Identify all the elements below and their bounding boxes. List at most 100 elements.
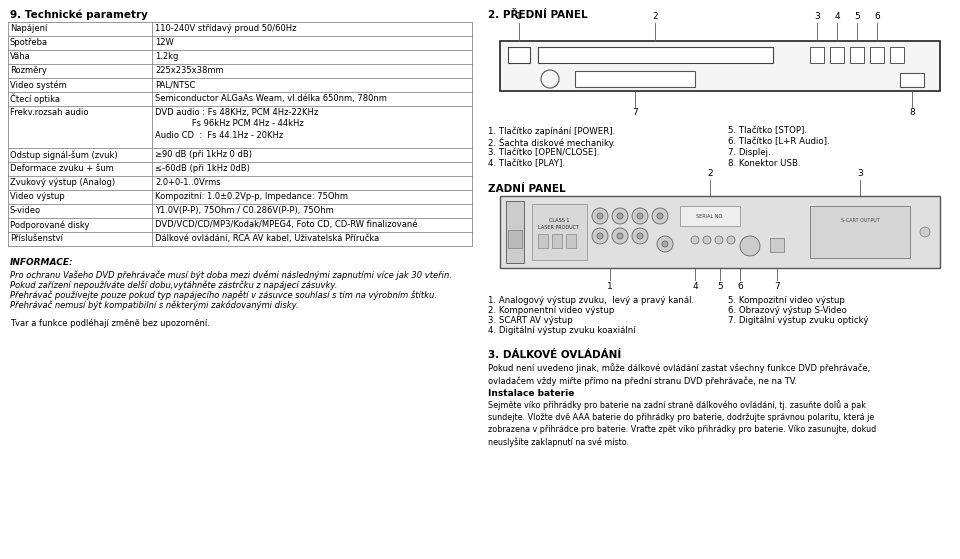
FancyBboxPatch shape (538, 234, 548, 248)
FancyBboxPatch shape (506, 201, 524, 263)
FancyBboxPatch shape (552, 234, 562, 248)
FancyBboxPatch shape (870, 47, 884, 63)
Text: Podporované disky: Podporované disky (10, 220, 89, 230)
Text: DVD/VCD/CD/MP3/Kodak/MPEG4, Foto CD, CD-RW finalizované: DVD/VCD/CD/MP3/Kodak/MPEG4, Foto CD, CD-… (155, 220, 418, 229)
Text: 1: 1 (607, 282, 612, 291)
Text: Přehrávač používejte pouze pokud typ napájecího napětí v zásuvce souhlasí s tím : Přehrávač používejte pouze pokud typ nap… (10, 290, 437, 300)
FancyBboxPatch shape (532, 204, 587, 260)
Text: 2: 2 (652, 12, 658, 21)
Circle shape (715, 236, 723, 244)
FancyBboxPatch shape (810, 47, 824, 63)
FancyBboxPatch shape (575, 71, 695, 87)
Circle shape (612, 228, 628, 244)
Text: 4: 4 (692, 282, 698, 291)
Text: Spotřeba: Spotřeba (10, 38, 48, 47)
FancyBboxPatch shape (500, 196, 940, 268)
Text: 1. Tlačítko zapínání [POWER].: 1. Tlačítko zapínání [POWER]. (488, 126, 615, 135)
Text: 6: 6 (875, 12, 880, 21)
Text: Instalace baterie: Instalace baterie (488, 389, 574, 398)
Text: 3. DÁLKOVÉ OVLÁDÁNÍ: 3. DÁLKOVÉ OVLÁDÁNÍ (488, 350, 621, 360)
Text: 7: 7 (632, 108, 637, 117)
Text: Semiconductor ALGaAs Weam, vl.délka 650nm, 780nm: Semiconductor ALGaAs Weam, vl.délka 650n… (155, 94, 387, 103)
Text: Čtecí optika: Čtecí optika (10, 94, 60, 105)
Circle shape (662, 241, 668, 247)
Text: Příslušenství: Příslušenství (10, 234, 63, 243)
Text: 3: 3 (814, 12, 820, 21)
Text: 12W: 12W (155, 38, 174, 47)
Text: Sejměte víko přihrádky pro baterie na zadní straně dálkového ovládání, tj. zasuň: Sejměte víko přihrádky pro baterie na za… (488, 400, 876, 447)
FancyBboxPatch shape (770, 238, 784, 252)
Circle shape (597, 213, 603, 219)
Text: Odstup signál-šum (zvuk): Odstup signál-šum (zvuk) (10, 150, 118, 159)
Text: 7: 7 (774, 282, 780, 291)
FancyBboxPatch shape (500, 41, 940, 91)
Text: Video výstup: Video výstup (10, 192, 64, 201)
Text: CLASS 1
LASER PRODUCT: CLASS 1 LASER PRODUCT (539, 219, 580, 230)
Text: 2. Šachta diskové mechaniky.: 2. Šachta diskové mechaniky. (488, 137, 615, 148)
Text: 6. Obrazový výstup S-Video: 6. Obrazový výstup S-Video (728, 306, 847, 315)
Circle shape (727, 236, 735, 244)
Text: 225x235x38mm: 225x235x38mm (155, 66, 224, 75)
Text: ≤-60dB (při 1kHz 0dB): ≤-60dB (při 1kHz 0dB) (155, 164, 250, 173)
Text: 4. Tlačítko [PLAY].: 4. Tlačítko [PLAY]. (488, 159, 565, 168)
Text: 7. Digitální výstup zvuku optický: 7. Digitální výstup zvuku optický (728, 316, 869, 325)
Text: Video systém: Video systém (10, 80, 67, 89)
Circle shape (657, 213, 663, 219)
FancyBboxPatch shape (508, 47, 530, 63)
Circle shape (740, 236, 760, 256)
Text: Napájení: Napájení (10, 24, 47, 33)
Text: Dálkové ovládání, RCA AV kabel, Uživatelská Příručka: Dálkové ovládání, RCA AV kabel, Uživatel… (155, 234, 379, 243)
Text: Y1.0V(P-P), 75Ohm / C0.286V(P-P), 75Ohm: Y1.0V(P-P), 75Ohm / C0.286V(P-P), 75Ohm (155, 206, 334, 215)
Circle shape (632, 208, 648, 224)
Circle shape (637, 213, 643, 219)
FancyBboxPatch shape (900, 73, 924, 87)
Circle shape (617, 233, 623, 239)
Circle shape (592, 228, 608, 244)
FancyBboxPatch shape (538, 47, 773, 63)
Circle shape (920, 227, 930, 237)
Text: ≥90 dB (při 1kHz 0 dB): ≥90 dB (při 1kHz 0 dB) (155, 150, 252, 159)
Text: Pokud není uvedeno jinak, může dálkové ovládání zastat všechny funkce DVD přehrá: Pokud není uvedeno jinak, může dálkové o… (488, 363, 871, 386)
Text: Přehrávač nemusí být kompatibilní s některými zakódovanými disky.: Přehrávač nemusí být kompatibilní s někt… (10, 300, 299, 310)
Text: S-video: S-video (10, 206, 41, 215)
Circle shape (691, 236, 699, 244)
Text: SERIAL NO.: SERIAL NO. (696, 214, 724, 219)
Text: 2. Komponentní video výstup: 2. Komponentní video výstup (488, 306, 614, 315)
Text: 3. Tlačítko [OPEN/CLOSE].: 3. Tlačítko [OPEN/CLOSE]. (488, 148, 599, 157)
Text: 4: 4 (834, 12, 840, 21)
Text: 8: 8 (909, 108, 915, 117)
Text: 2.0+0-1..0Vrms: 2.0+0-1..0Vrms (155, 178, 221, 187)
Text: 6: 6 (737, 282, 743, 291)
Text: Frekv.rozsah audio: Frekv.rozsah audio (10, 108, 88, 117)
Text: Deformace zvuku + šum: Deformace zvuku + šum (10, 164, 113, 173)
Text: 1: 1 (516, 12, 522, 21)
Text: 1. Analogový výstup zvuku,  levý a pravý kanál.: 1. Analogový výstup zvuku, levý a pravý … (488, 296, 694, 305)
FancyBboxPatch shape (850, 47, 864, 63)
Text: PAL/NTSC: PAL/NTSC (155, 80, 196, 89)
Circle shape (617, 213, 623, 219)
Circle shape (637, 233, 643, 239)
Text: 8. Konektor USB.: 8. Konektor USB. (728, 159, 801, 168)
Text: Váha: Váha (10, 52, 31, 61)
Text: Pro ochranu Vašeho DVD přehrávače musí být doba mezi dvěmi následnými zapnutími : Pro ochranu Vašeho DVD přehrávače musí b… (10, 270, 452, 280)
FancyBboxPatch shape (508, 230, 522, 248)
Text: 2: 2 (708, 169, 713, 178)
FancyBboxPatch shape (890, 47, 904, 63)
Text: 5. Kompozitní video výstup: 5. Kompozitní video výstup (728, 296, 845, 305)
Circle shape (632, 228, 648, 244)
Text: 5: 5 (854, 12, 860, 21)
Text: 4. Digitální výstup zvuku koaxiální: 4. Digitální výstup zvuku koaxiální (488, 326, 636, 335)
FancyBboxPatch shape (810, 206, 910, 258)
Text: 5: 5 (717, 282, 723, 291)
FancyBboxPatch shape (830, 47, 844, 63)
Text: 3. SCART AV výstup: 3. SCART AV výstup (488, 316, 573, 325)
Text: 5. Tlačítko [STOP].: 5. Tlačítko [STOP]. (728, 126, 807, 135)
Text: Kompozitní: 1.0±0.2Vp-p, Impedance: 75Ohm: Kompozitní: 1.0±0.2Vp-p, Impedance: 75Oh… (155, 192, 348, 201)
Circle shape (657, 236, 673, 252)
Text: 7. Displej.: 7. Displej. (728, 148, 771, 157)
Text: INFORMACE:: INFORMACE: (10, 258, 74, 267)
Circle shape (592, 208, 608, 224)
Text: Tvar a funkce podléhají změně bez upozornění.: Tvar a funkce podléhají změně bez upozor… (10, 318, 210, 328)
Circle shape (652, 208, 668, 224)
Text: Zvukový výstup (Analog): Zvukový výstup (Analog) (10, 178, 115, 187)
